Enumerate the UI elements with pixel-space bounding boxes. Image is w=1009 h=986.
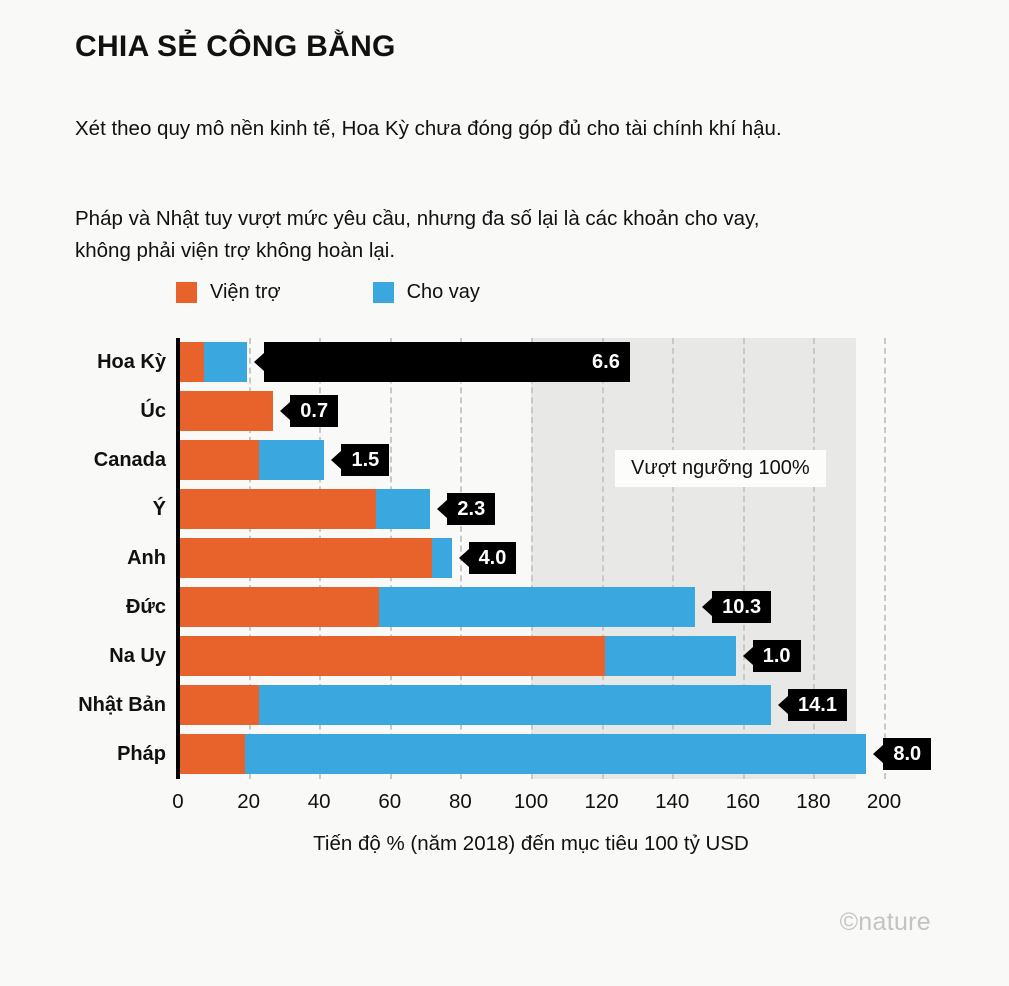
grant-bar-segment bbox=[178, 685, 260, 725]
grant-bar-segment bbox=[178, 342, 205, 382]
callout-arrow-icon bbox=[458, 549, 469, 567]
value-callout: 8.0 bbox=[873, 738, 932, 770]
gridline bbox=[884, 338, 886, 779]
grant-bar-segment bbox=[178, 734, 246, 774]
x-tick-label: 200 bbox=[866, 790, 902, 813]
bar-chart: 6.6 0.7 1.5 2.3 4.0 10.3 1.0 14.1 8.0 Vượt ngưỡng… bbox=[60, 338, 980, 878]
callout-arrow-icon bbox=[331, 451, 342, 469]
category-label: Pháp bbox=[117, 743, 166, 765]
loan-bar-segment bbox=[259, 440, 325, 480]
grant-bar-segment bbox=[178, 587, 380, 627]
callout-arrow-icon bbox=[253, 353, 264, 371]
value-callout: 14.1 bbox=[778, 689, 847, 721]
callout-arrow-icon bbox=[873, 745, 884, 763]
x-tick-label: 140 bbox=[655, 790, 690, 813]
x-axis-ticks: 0 20 40 60 80 100 120 140 160 180 200 bbox=[172, 790, 919, 818]
value-label: 14.1 bbox=[788, 689, 847, 721]
value-callout: 6.6 bbox=[253, 342, 630, 382]
x-axis-label: Tiến độ % (năm 2018) đến mục tiêu 100 tỷ… bbox=[313, 832, 749, 855]
value-label: 10.3 bbox=[712, 591, 772, 623]
x-tick-label: 160 bbox=[725, 790, 760, 813]
callout-arrow-icon bbox=[778, 696, 789, 714]
grant-bar-segment bbox=[178, 440, 260, 480]
category-label: Anh bbox=[127, 547, 166, 569]
grant-bar-segment bbox=[178, 489, 376, 529]
category-label: Na Uy bbox=[109, 645, 166, 667]
nature-logo: ©nature bbox=[839, 908, 931, 936]
legend-item: Cho vay bbox=[372, 281, 480, 304]
loan-swatch-icon bbox=[372, 282, 394, 303]
x-tick-label: 80 bbox=[448, 790, 472, 813]
plot-area: 6.6 0.7 1.5 2.3 4.0 10.3 1.0 14.1 8.0 Vượt ngưỡng… bbox=[176, 338, 932, 779]
category-label: Đức bbox=[125, 596, 166, 618]
gridline bbox=[813, 338, 816, 779]
x-tick-label: 180 bbox=[796, 790, 831, 813]
value-label: 0.7 bbox=[290, 395, 339, 427]
intro-paragraph-2: Pháp và Nhật tuy vượt mức yêu cầu, nhưng… bbox=[75, 207, 760, 262]
value-callout: 4.0 bbox=[458, 542, 517, 574]
x-tick-label: 60 bbox=[378, 790, 402, 813]
category-label: Nhật Bản bbox=[78, 694, 166, 716]
value-callout: 1.0 bbox=[742, 640, 801, 672]
value-callout: 0.7 bbox=[280, 395, 339, 427]
value-label: 1.5 bbox=[341, 444, 390, 476]
intro-paragraph-1: Xét theo quy mô nền kinh tế, Hoa Kỳ chưa… bbox=[75, 117, 782, 140]
value-label: 8.0 bbox=[883, 738, 932, 770]
chart-legend: Viện trợ Cho vay bbox=[176, 281, 480, 304]
threshold-annotation: Vượt ngưỡng 100% bbox=[615, 450, 826, 487]
value-callout: 2.3 bbox=[437, 493, 496, 525]
callout-arrow-icon bbox=[437, 500, 448, 518]
grant-swatch-icon bbox=[176, 282, 197, 303]
x-tick-label: 20 bbox=[237, 790, 260, 813]
y-axis-line bbox=[176, 338, 180, 779]
category-label: Hoa Kỳ bbox=[97, 351, 166, 373]
gridline bbox=[742, 338, 745, 779]
x-tick-label: 40 bbox=[307, 790, 331, 813]
x-tick-label: 100 bbox=[513, 790, 549, 813]
value-callout: 1.5 bbox=[331, 444, 390, 476]
gridline bbox=[531, 338, 533, 779]
loan-bar-segment bbox=[379, 587, 696, 627]
value-label: 1.0 bbox=[752, 640, 801, 672]
category-label: Úc bbox=[140, 400, 166, 422]
legend-item: Viện trợ bbox=[176, 281, 281, 304]
x-tick-label: 120 bbox=[584, 790, 619, 813]
value-label: 4.0 bbox=[468, 542, 517, 574]
callout-arrow-icon bbox=[702, 598, 713, 616]
gridline bbox=[672, 338, 675, 779]
gridline bbox=[601, 338, 604, 779]
callout-arrow-icon bbox=[280, 402, 291, 420]
loan-bar-segment bbox=[605, 636, 736, 676]
grant-bar-segment bbox=[178, 636, 606, 676]
category-label: Canada bbox=[93, 449, 166, 471]
loan-bar-segment bbox=[245, 734, 867, 774]
grant-bar-segment bbox=[178, 538, 433, 578]
page-title: CHIA SẺ CÔNG BẰNG bbox=[75, 30, 396, 63]
loan-bar-segment bbox=[432, 538, 452, 578]
loan-bar-segment bbox=[204, 342, 247, 382]
legend-label: Viện trợ bbox=[210, 281, 281, 303]
value-callout: 10.3 bbox=[702, 591, 772, 623]
callout-arrow-icon bbox=[742, 647, 753, 665]
grant-bar-segment bbox=[178, 391, 274, 431]
loan-bar-segment bbox=[259, 685, 772, 725]
category-label: Ý bbox=[152, 498, 166, 520]
loan-bar-segment bbox=[375, 489, 431, 529]
value-label: 6.6 bbox=[263, 342, 630, 382]
x-tick-label: 0 bbox=[172, 790, 184, 813]
value-label: 2.3 bbox=[447, 493, 496, 525]
legend-label: Cho vay bbox=[406, 281, 480, 303]
